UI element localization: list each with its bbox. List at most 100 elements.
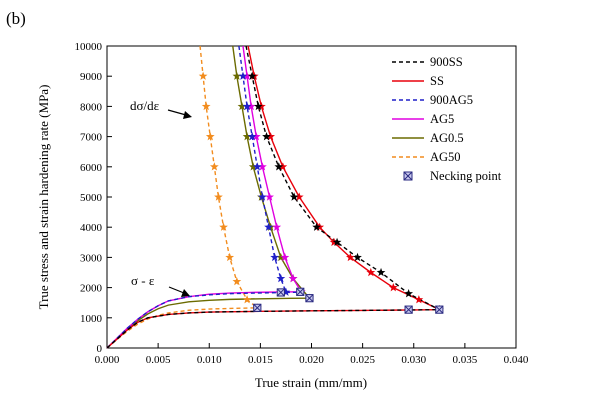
series-900ag5-point [281,287,291,296]
y-tick-label: 6000 [80,162,103,174]
x-tick-label: 0.035 [453,354,478,366]
y-tick-label: 10000 [75,41,103,53]
series-ss-point [345,252,355,262]
series-ag50-point [232,276,242,286]
series-ag05-hardening-line [232,45,310,299]
series-ag5-point [258,162,267,171]
necking-point-marker [305,294,314,303]
series-ag50-point [242,295,252,304]
series-900ss-stress-line [106,308,440,349]
series-900ss-point [312,222,321,231]
annotation-stress: σ - ε [131,273,190,297]
legend-label-ag50: AG50 [430,150,461,164]
series-ag5-point [265,192,274,201]
series-ag50-point [209,162,219,171]
plot-curves [106,45,440,349]
series-ss-point [278,162,288,171]
necking-point-marker [276,288,285,297]
y-tick-label: 9000 [80,71,103,83]
series-ss-point [414,295,424,304]
annotation-hardening-arrow-head [183,111,192,119]
series-900ss-point [376,267,386,277]
series-ag5-point [272,222,282,231]
series-900ag5-hardening-line [238,45,287,293]
y-tick-label: 8000 [80,101,103,113]
series-900ag5-point [238,71,248,80]
series-900ag5-point [247,132,257,141]
y-tick-label: 3000 [80,252,103,264]
annotation-hardening-arrow-line [167,109,187,116]
x-axis-title: True strain (mm/mm) [255,375,367,390]
x-tick-label: 0.020 [299,354,324,366]
legend-label-ag05: AG0.5 [430,131,464,145]
series-900ag5-point [242,101,252,111]
series-900ag5-point [258,192,267,201]
x-tick-label: 0.005 [146,354,171,366]
panel-label: (b) [6,9,26,28]
annotation-stress-label: σ - ε [131,273,155,288]
legend: 900SS SS 900AG5 AG5 AG0.5 AG50 Necking point [392,55,502,183]
x-tick-label: 0.030 [401,354,426,366]
series-ag5-point [288,273,298,283]
y-tick-label: 7000 [80,132,103,144]
series-ag50-point [214,192,223,201]
series-ag50-stress-line [106,307,258,349]
y-tick-label: 1000 [80,313,103,325]
series-ag5-point [251,132,261,141]
legend-label-ag5: AG5 [430,112,454,126]
series-ag05-point [276,252,286,262]
y-tick-label: 4000 [80,222,103,234]
series-900ss-point [332,237,342,247]
series-900ss-point [262,132,271,141]
series-900ss-point [289,192,299,201]
plot-frame [106,45,517,349]
x-tick-label: 0.010 [197,354,222,366]
series-900ss-point [404,289,414,298]
series-900ag5-stress-line [106,291,297,349]
x-axis: 0.000 0.005 0.010 0.015 0.020 0.025 0.030 0.035… [95,343,529,366]
y-axis: 0 1000 2000 3000 4000 5000 6000 7000 8000 9000 100… [75,41,112,355]
series-ag5-hardening-line [242,45,302,293]
series-ag05-point [237,101,247,111]
series-900ag5-point [252,162,262,171]
series-900ag5-point [276,273,286,283]
necking-point-marker [296,287,305,296]
y-tick-label: 5000 [80,192,103,204]
series-ag50-point [201,101,211,111]
series-900ag5-point [264,222,273,231]
x-tick-label: 0.015 [248,354,273,366]
x-tick-label: 0.025 [350,354,375,366]
series-ag50-hardening-line [199,45,258,309]
series-ss-point [388,283,398,292]
series-ag05-point [232,71,242,80]
legend-swatch-necking-point [403,171,413,181]
y-tick-label: 0 [97,343,103,355]
annotation-hardening-label: dσ/dε [130,98,160,113]
series-ag05-point [248,162,258,171]
series-ag50-point [205,132,215,141]
legend-label-900ag5: 900AG5 [430,93,473,107]
series-ag05-point [242,132,252,141]
series-ss-point [366,267,376,277]
series-900ss-point [253,101,263,111]
necking-point-marker [404,305,413,314]
series-900ag5-point [270,252,280,262]
series-900ss-point [247,71,257,80]
legend-label-ss: SS [430,74,444,88]
series-ag50-point [219,222,228,231]
necking-points [253,287,444,314]
series-ag5-point [280,252,290,262]
x-tick-label: 0.000 [95,354,120,366]
y-axis-title: True stress and strain hardening rate (M… [36,85,51,310]
annotation-hardening: dσ/dε [130,98,192,119]
annotation-stress-arrow-line [168,286,185,294]
annotation-stress-arrow-head [181,289,190,297]
necking-point-marker [253,303,262,312]
x-tick-label: 0.040 [504,354,529,366]
legend-label-900ss: 900SS [430,55,463,69]
series-ag50-point [198,71,208,80]
series-ag50-point [225,252,235,262]
series-900ss-point [353,252,362,262]
series-ag5-point [246,101,256,111]
